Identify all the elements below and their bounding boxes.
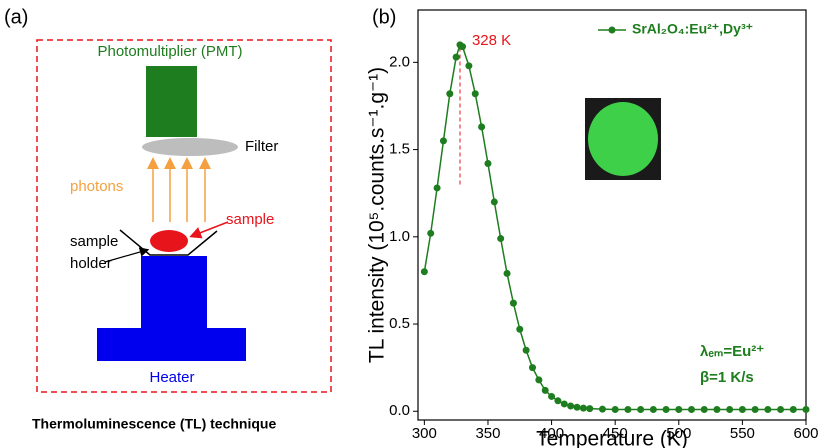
data-point — [675, 406, 683, 414]
data-point — [764, 406, 772, 414]
data-point — [726, 406, 734, 414]
data-point — [548, 392, 556, 400]
y-tick-label: 0.5 — [389, 315, 410, 332]
data-point — [700, 406, 708, 414]
sample-arrow — [189, 221, 229, 239]
annotation: β=1 K/s — [700, 369, 754, 386]
x-axis-label: Temperature (K) — [536, 428, 688, 448]
legend-label: SrAl₂O₄:Eu²⁺,Dy³⁺ — [632, 21, 753, 37]
x-tick-label: 300 — [412, 425, 437, 442]
x-tick-label: 550 — [730, 425, 755, 442]
filter — [142, 138, 238, 156]
data-point — [688, 406, 696, 414]
data-point — [535, 376, 543, 384]
detector-label: Photomultiplier (PMT) — [97, 43, 242, 60]
data-point — [573, 403, 581, 411]
data-point — [567, 402, 575, 410]
photons-label: photons — [70, 178, 123, 195]
data-point — [522, 346, 530, 354]
data-point — [777, 406, 785, 414]
panel-label: (a) — [4, 6, 28, 28]
plot-frame — [417, 9, 807, 421]
data-point — [611, 406, 619, 414]
data-point — [541, 386, 549, 394]
data-point — [420, 268, 428, 276]
holder-label: sample — [70, 233, 118, 250]
inset-glow — [588, 102, 658, 176]
panel-label: (b) — [372, 6, 396, 28]
data-point — [560, 400, 568, 408]
holder-label: holder — [70, 255, 112, 272]
x-tick-label: 450 — [603, 425, 628, 442]
x-tick-label: 500 — [666, 425, 691, 442]
data-point — [751, 406, 759, 414]
data-point — [662, 406, 670, 414]
data-point — [713, 406, 721, 414]
data-point — [789, 406, 797, 414]
y-tick-label: 1.0 — [389, 228, 410, 245]
sample-label: sample — [226, 211, 274, 228]
y-axis-label: TL intensity (10⁵.counts.s⁻¹.g⁻¹) — [366, 67, 389, 363]
heater — [97, 256, 246, 361]
annotation: λₑₘ=Eu²⁺ — [700, 343, 764, 360]
data-point — [471, 90, 479, 98]
data-point — [459, 43, 467, 51]
setup-box — [36, 39, 332, 393]
holder-arrow — [104, 247, 150, 263]
data-point — [439, 137, 447, 145]
data-point — [649, 406, 657, 414]
legend-marker — [608, 26, 616, 34]
data-point — [427, 229, 435, 237]
filter-label: Filter — [245, 138, 278, 155]
pmt — [146, 66, 197, 137]
data-point — [490, 198, 498, 206]
data-point — [478, 123, 486, 131]
data-point — [452, 53, 460, 61]
data-point — [637, 406, 645, 414]
data-point — [802, 406, 810, 414]
data-point — [433, 184, 441, 192]
data-point — [586, 405, 594, 413]
data-point — [579, 404, 587, 412]
caption: Thermoluminescence (TL) technique — [32, 416, 276, 432]
y-tick-label: 2.0 — [389, 53, 410, 70]
data-point — [528, 364, 536, 372]
data-point — [554, 397, 562, 405]
x-tick-label: 350 — [475, 425, 500, 442]
data-point — [497, 235, 505, 243]
data-point — [738, 406, 746, 414]
sample — [150, 230, 188, 252]
y-tick-label: 0.0 — [389, 402, 410, 419]
holder — [119, 229, 218, 256]
peak-label: 328 K — [472, 32, 511, 49]
data-point — [503, 269, 511, 277]
data-point — [446, 90, 454, 98]
data-point — [598, 405, 606, 413]
y-tick-label: 1.5 — [389, 141, 410, 158]
data-point — [624, 406, 632, 414]
photon-arrows — [147, 157, 211, 222]
heater-label: Heater — [149, 369, 194, 386]
x-tick-label: 600 — [793, 425, 818, 442]
data-point — [484, 160, 492, 168]
data-point — [509, 299, 517, 307]
x-tick-label: 400 — [539, 425, 564, 442]
data-point — [516, 325, 524, 333]
data-point — [465, 62, 473, 70]
